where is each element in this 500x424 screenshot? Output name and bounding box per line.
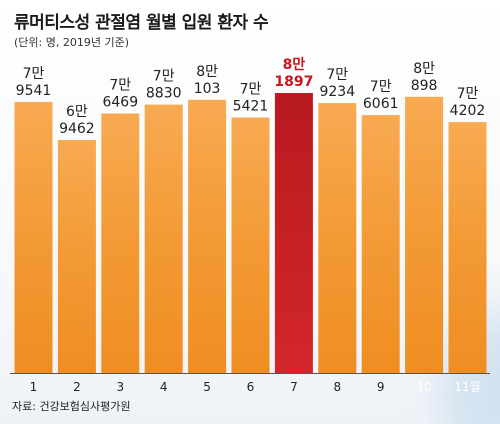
value-label-1-rest: 9541 [16,83,52,99]
value-label-5-rest: 103 [194,81,221,97]
value-label-8-unit: 7만 [326,67,348,83]
value-label-11월-rest: 4202 [450,103,486,119]
bar-11월 [448,122,487,373]
value-label-3-rest: 6469 [102,95,138,111]
bar-2 [57,140,96,373]
value-label-3-unit: 7만 [109,78,131,94]
source-note: 자료: 건강보험심사평가원 [12,400,131,413]
value-label-7-rest: 1897 [274,74,313,90]
value-label-4-rest: 8830 [146,86,182,102]
value-label-5-unit: 8만 [196,64,218,80]
bar-9 [361,115,400,373]
bar-5 [188,99,227,374]
x-tick-7: 7 [290,380,298,394]
value-label-1-unit: 7만 [23,66,45,82]
x-tick-5: 5 [203,380,211,394]
x-tick-9: 9 [377,380,385,394]
chart-title: 류머티스성 관절염 월별 입원 환자 수 [14,13,269,33]
x-tick-2: 2 [73,380,81,394]
value-label-9-rest: 6061 [363,96,399,112]
x-tick-4: 4 [160,380,168,394]
chart-subtitle: (단위: 명, 2019년 기준) [14,36,129,49]
value-label-8-rest: 9234 [319,84,355,100]
bar-10 [405,96,444,374]
bar-1 [14,101,53,374]
bar-3 [101,113,140,373]
value-label-11월-unit: 7만 [457,86,479,102]
value-label-2-rest: 9462 [59,121,95,137]
x-tick-11월: 11월 [454,380,480,394]
value-label-10-unit: 8만 [413,61,435,77]
x-tick-6: 6 [247,380,255,394]
value-label-4-unit: 7만 [153,69,175,85]
x-tick-10: 10 [416,380,431,394]
x-tick-8: 8 [333,380,341,394]
x-tick-1: 1 [30,380,38,394]
bar-6 [231,117,270,373]
value-label-2-unit: 6만 [66,104,88,120]
value-label-6-rest: 5421 [233,99,269,115]
x-tick-3: 3 [116,380,124,394]
bar-8 [318,103,357,373]
value-label-9-unit: 7만 [370,79,392,95]
value-label-10-rest: 898 [411,78,438,94]
bar-4 [144,104,183,373]
bar-7 [274,93,313,373]
value-label-7-unit: 8만 [283,57,306,73]
value-label-6-unit: 7만 [240,82,262,98]
